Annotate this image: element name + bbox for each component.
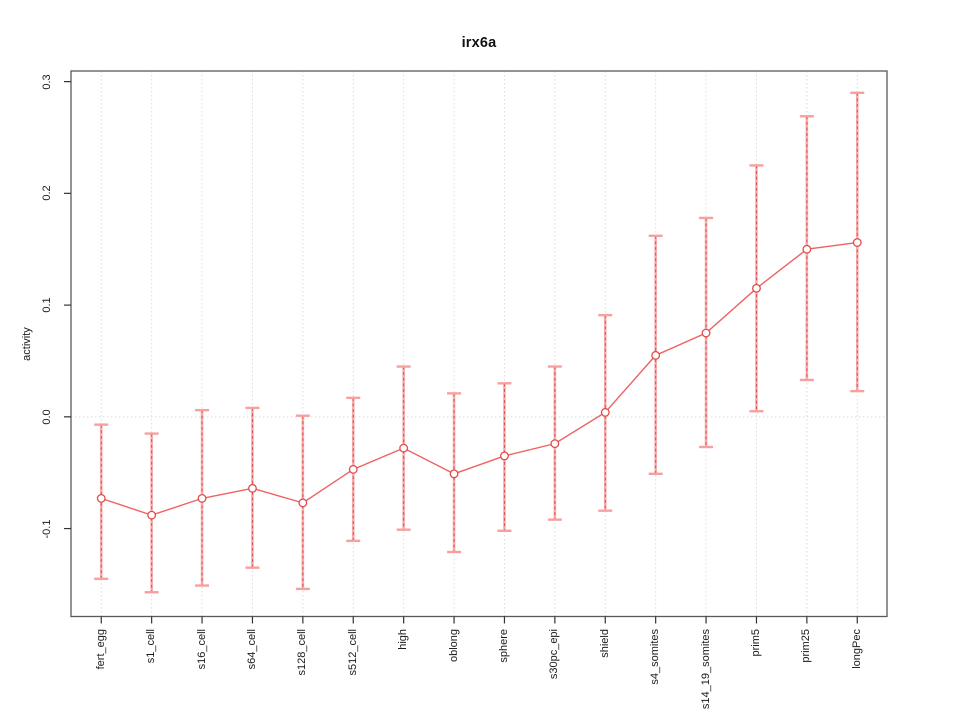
plot-frame <box>70 70 888 618</box>
x-axis-label: fert_egg <box>94 629 107 670</box>
y-axis-tick-label: -0.1 <box>41 519 53 539</box>
x-axis-label: longPec <box>850 629 863 669</box>
data-point-marker <box>348 464 358 474</box>
data-point-marker <box>298 498 308 508</box>
y-axis-tick-label: 0.3 <box>41 73 53 90</box>
x-axis-label: sphere <box>497 629 510 663</box>
x-axis-label: s4_somites <box>649 629 662 685</box>
x-axis-label: prim25 <box>800 629 813 663</box>
x-axis-label: s64_cell <box>245 629 258 670</box>
data-point-marker <box>752 283 761 293</box>
x-axis-label: s512_cell <box>346 629 359 676</box>
x-axis-label: s14_19_somites <box>699 629 712 710</box>
chart-title: irx6a <box>461 35 497 51</box>
data-point-marker <box>399 443 409 453</box>
data-point-marker <box>651 350 661 360</box>
x-axis-label: shield <box>598 629 611 658</box>
x-axis-label: s30pc_epi <box>548 629 561 680</box>
x-axis-label: s1_cell <box>145 629 158 664</box>
series-line <box>101 241 858 516</box>
data-point-marker <box>96 493 106 503</box>
y-axis-tick-label: 0.1 <box>41 297 53 313</box>
y-axis-tick-label: 0.2 <box>41 185 53 201</box>
data-point-marker <box>449 469 459 479</box>
data-point-marker <box>802 244 812 254</box>
x-axis-label: s128_cell <box>296 629 309 676</box>
data-point-marker <box>550 439 560 449</box>
data-point-marker <box>247 483 257 493</box>
x-axis-label: oblong <box>447 629 460 663</box>
data-point-marker <box>600 407 610 417</box>
data-point-marker <box>197 493 207 503</box>
x-axis-label: s16_cell <box>195 629 208 670</box>
x-axis-label: high <box>397 629 410 650</box>
data-point-marker <box>147 510 157 520</box>
data-point-marker <box>500 451 509 461</box>
data-point-marker <box>701 328 711 338</box>
data-point-marker <box>852 238 862 247</box>
x-axis-label: prim5 <box>749 629 762 657</box>
y-axis-tick-label: 0.0 <box>41 409 53 425</box>
